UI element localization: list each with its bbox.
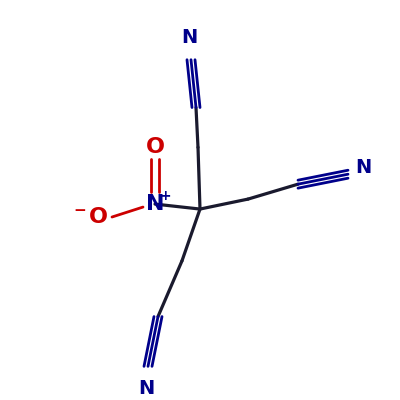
- Text: N: N: [138, 379, 154, 398]
- Text: N: N: [146, 194, 164, 214]
- Text: N: N: [181, 28, 197, 47]
- Text: O: O: [88, 207, 108, 227]
- Text: +: +: [159, 189, 171, 203]
- Text: N: N: [355, 158, 371, 177]
- Text: −: −: [74, 202, 86, 218]
- Text: O: O: [146, 137, 164, 157]
